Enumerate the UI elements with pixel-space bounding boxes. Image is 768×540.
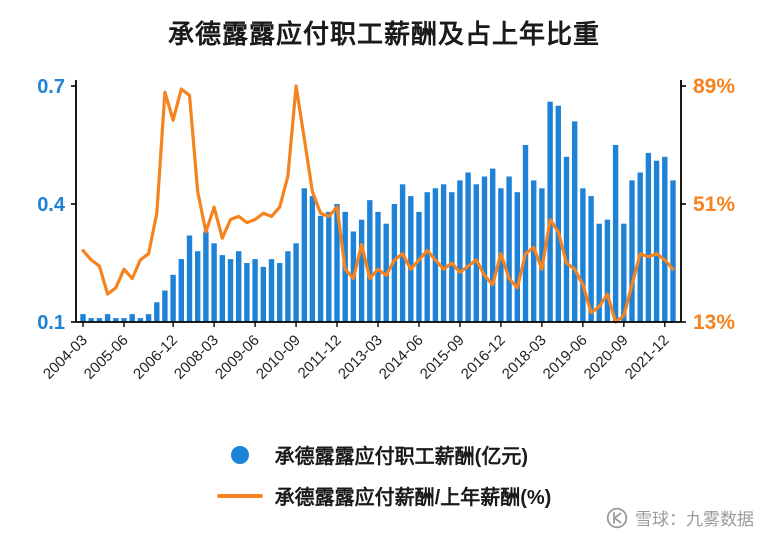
bar [375, 211, 381, 322]
x-axis-label: 2019-06 [540, 332, 591, 383]
bar [252, 259, 258, 322]
xueqiu-logo-icon [606, 507, 628, 528]
bar [408, 196, 414, 322]
x-axis-label: 2010-09 [253, 332, 304, 383]
bar-legend-marker-icon [230, 445, 249, 464]
bar [80, 314, 86, 322]
bar [440, 184, 447, 322]
bar [572, 121, 578, 323]
bar [277, 263, 283, 322]
bar [326, 211, 332, 322]
bar [301, 188, 307, 322]
x-axis-label: 2020-09 [581, 332, 632, 383]
bar [129, 314, 135, 322]
bar [309, 196, 316, 322]
right-axis-label: 51% [693, 193, 735, 216]
bar [244, 263, 250, 322]
legend-item-bar: 承德露露应付职工薪酬(亿元) [217, 440, 528, 469]
bar [424, 192, 430, 322]
right-axis-label: 13% [693, 311, 735, 334]
bar [137, 318, 144, 322]
watermark: 雪球：九雾数据 [606, 505, 754, 530]
left-axis-label: 0.4 [37, 194, 66, 216]
bar [621, 223, 627, 322]
bar [555, 105, 561, 322]
x-axis-label: 2009-06 [212, 332, 263, 383]
legend-item-line: 承德露露应付薪酬/上年薪酬(%) [216, 481, 552, 510]
bar [285, 251, 291, 322]
x-axis-label: 2016-12 [458, 332, 509, 383]
bar [195, 251, 201, 322]
bar [227, 259, 234, 322]
bar [154, 302, 160, 322]
bar [514, 192, 520, 322]
bar [506, 176, 512, 322]
bar [104, 314, 111, 322]
bar [457, 180, 463, 322]
bar [522, 145, 529, 322]
bar [317, 215, 324, 322]
bar [145, 314, 152, 322]
bar [580, 188, 586, 322]
bar [367, 200, 373, 322]
left-axis-label: 0.7 [37, 76, 65, 98]
x-axis-label: 2006-12 [130, 332, 181, 383]
bar [211, 243, 217, 322]
legend: 承德露露应付职工薪酬(亿元) 承德露露应付薪酬/上年薪酬(%) [0, 440, 768, 510]
bar [358, 219, 365, 322]
right-axis-label: 89% [693, 75, 735, 98]
bar [465, 172, 471, 322]
bar [88, 318, 94, 322]
bar [547, 101, 553, 322]
bar [236, 251, 242, 322]
bar [162, 290, 168, 322]
bar [490, 168, 496, 322]
left-axis-label: 0.1 [37, 312, 65, 334]
bar [113, 318, 119, 322]
bar [219, 255, 225, 322]
bar [481, 176, 488, 322]
bar-legend-label: 承德露露应付职工薪酬(亿元) [274, 446, 528, 468]
bar [416, 211, 422, 322]
bar [629, 180, 635, 322]
chart-title: 承德露露应付职工薪酬及占上年比重 [167, 19, 600, 49]
bar [612, 145, 619, 322]
line-legend-label: 承德露露应付薪酬/上年薪酬(%) [274, 487, 552, 509]
bar [653, 160, 660, 322]
bar [203, 231, 209, 322]
bar [186, 235, 193, 322]
x-axis-label: 2015-09 [417, 332, 468, 383]
bar [449, 192, 455, 322]
bar [170, 274, 176, 322]
bar [637, 172, 643, 322]
bar [334, 204, 340, 322]
bar [539, 188, 545, 322]
x-axis-label: 2021-12 [622, 332, 673, 383]
x-axis-label: 2013-03 [335, 332, 386, 383]
bar [96, 318, 103, 322]
bar [178, 259, 184, 322]
bar [268, 259, 275, 322]
bar [473, 184, 479, 322]
bar [662, 156, 668, 322]
bar [293, 243, 299, 322]
bar [588, 196, 594, 322]
bar [260, 266, 266, 322]
x-axis-label: 2004-03 [40, 332, 91, 383]
bar [645, 152, 652, 322]
bar [596, 223, 602, 322]
bar [604, 219, 611, 322]
bar [563, 156, 570, 322]
watermark-text: 雪球：九雾数据 [635, 510, 754, 529]
x-axis-label: 2005-06 [81, 332, 132, 383]
bar [432, 188, 439, 322]
bar [670, 180, 676, 322]
line-legend-marker-icon [216, 493, 263, 498]
ratio-line [81, 84, 675, 324]
x-axis-label: 2014-06 [376, 332, 427, 383]
x-axis-label: 2008-03 [171, 332, 222, 383]
bar [121, 318, 127, 322]
x-axis-label: 2018-03 [499, 332, 550, 383]
